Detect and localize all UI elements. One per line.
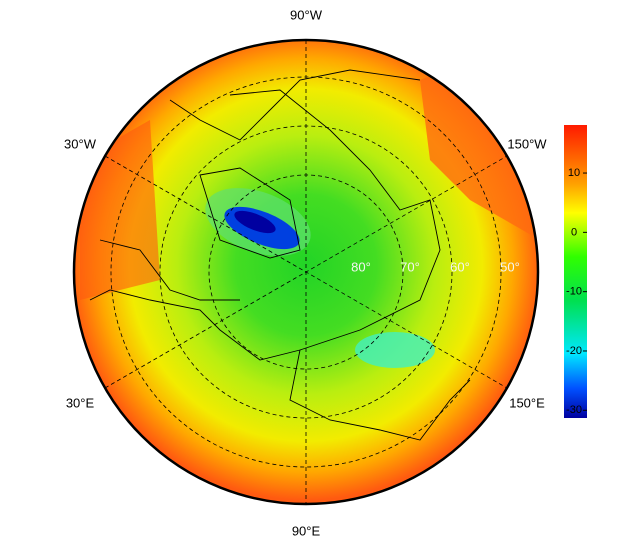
longitude-label: 30°W: [64, 136, 97, 151]
latitude-label: 80°: [351, 259, 371, 274]
longitude-label: 90°W: [290, 7, 323, 22]
map-border: [72, 38, 540, 506]
longitude-label: 90°E: [292, 523, 321, 538]
longitude-label: 150°W: [507, 136, 547, 151]
latitude-label: 50°: [500, 259, 520, 274]
map-labels: 90°W 30°W 150°W 30°E 150°E 90°E 80° 70° …: [64, 7, 547, 538]
longitude-label: 150°E: [509, 395, 545, 410]
longitude-label: 30°E: [66, 395, 95, 410]
colorbar-tick-label: -10: [566, 286, 582, 298]
colorbar-tick-label: -30: [566, 404, 582, 416]
colorbar-tick-label: 10: [568, 167, 580, 179]
latitude-label: 70°: [400, 259, 420, 274]
colorbar-tick-label: 0: [571, 226, 577, 238]
latitude-label: 60°: [450, 259, 470, 274]
colorbar: [564, 125, 587, 418]
colorbar-tick-label: -20: [566, 345, 582, 357]
map-field: [74, 40, 538, 504]
